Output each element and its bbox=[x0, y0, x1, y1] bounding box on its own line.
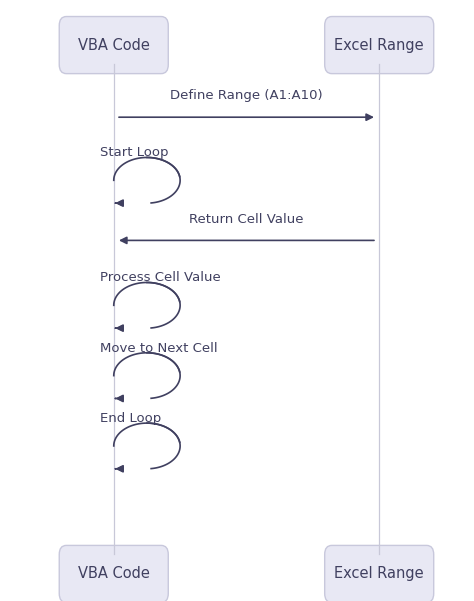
Text: Excel Range: Excel Range bbox=[334, 38, 424, 52]
FancyBboxPatch shape bbox=[59, 546, 168, 601]
Text: Process Cell Value: Process Cell Value bbox=[100, 270, 220, 284]
Text: Define Range (A1:A10): Define Range (A1:A10) bbox=[170, 89, 323, 102]
Text: VBA Code: VBA Code bbox=[78, 38, 150, 52]
Text: Excel Range: Excel Range bbox=[334, 567, 424, 581]
Text: Start Loop: Start Loop bbox=[100, 146, 168, 159]
FancyBboxPatch shape bbox=[325, 546, 434, 601]
FancyBboxPatch shape bbox=[59, 17, 168, 73]
Text: VBA Code: VBA Code bbox=[78, 567, 150, 581]
FancyBboxPatch shape bbox=[325, 17, 434, 73]
Text: Move to Next Cell: Move to Next Cell bbox=[100, 341, 217, 355]
Text: Return Cell Value: Return Cell Value bbox=[189, 213, 304, 226]
Text: End Loop: End Loop bbox=[100, 412, 161, 425]
